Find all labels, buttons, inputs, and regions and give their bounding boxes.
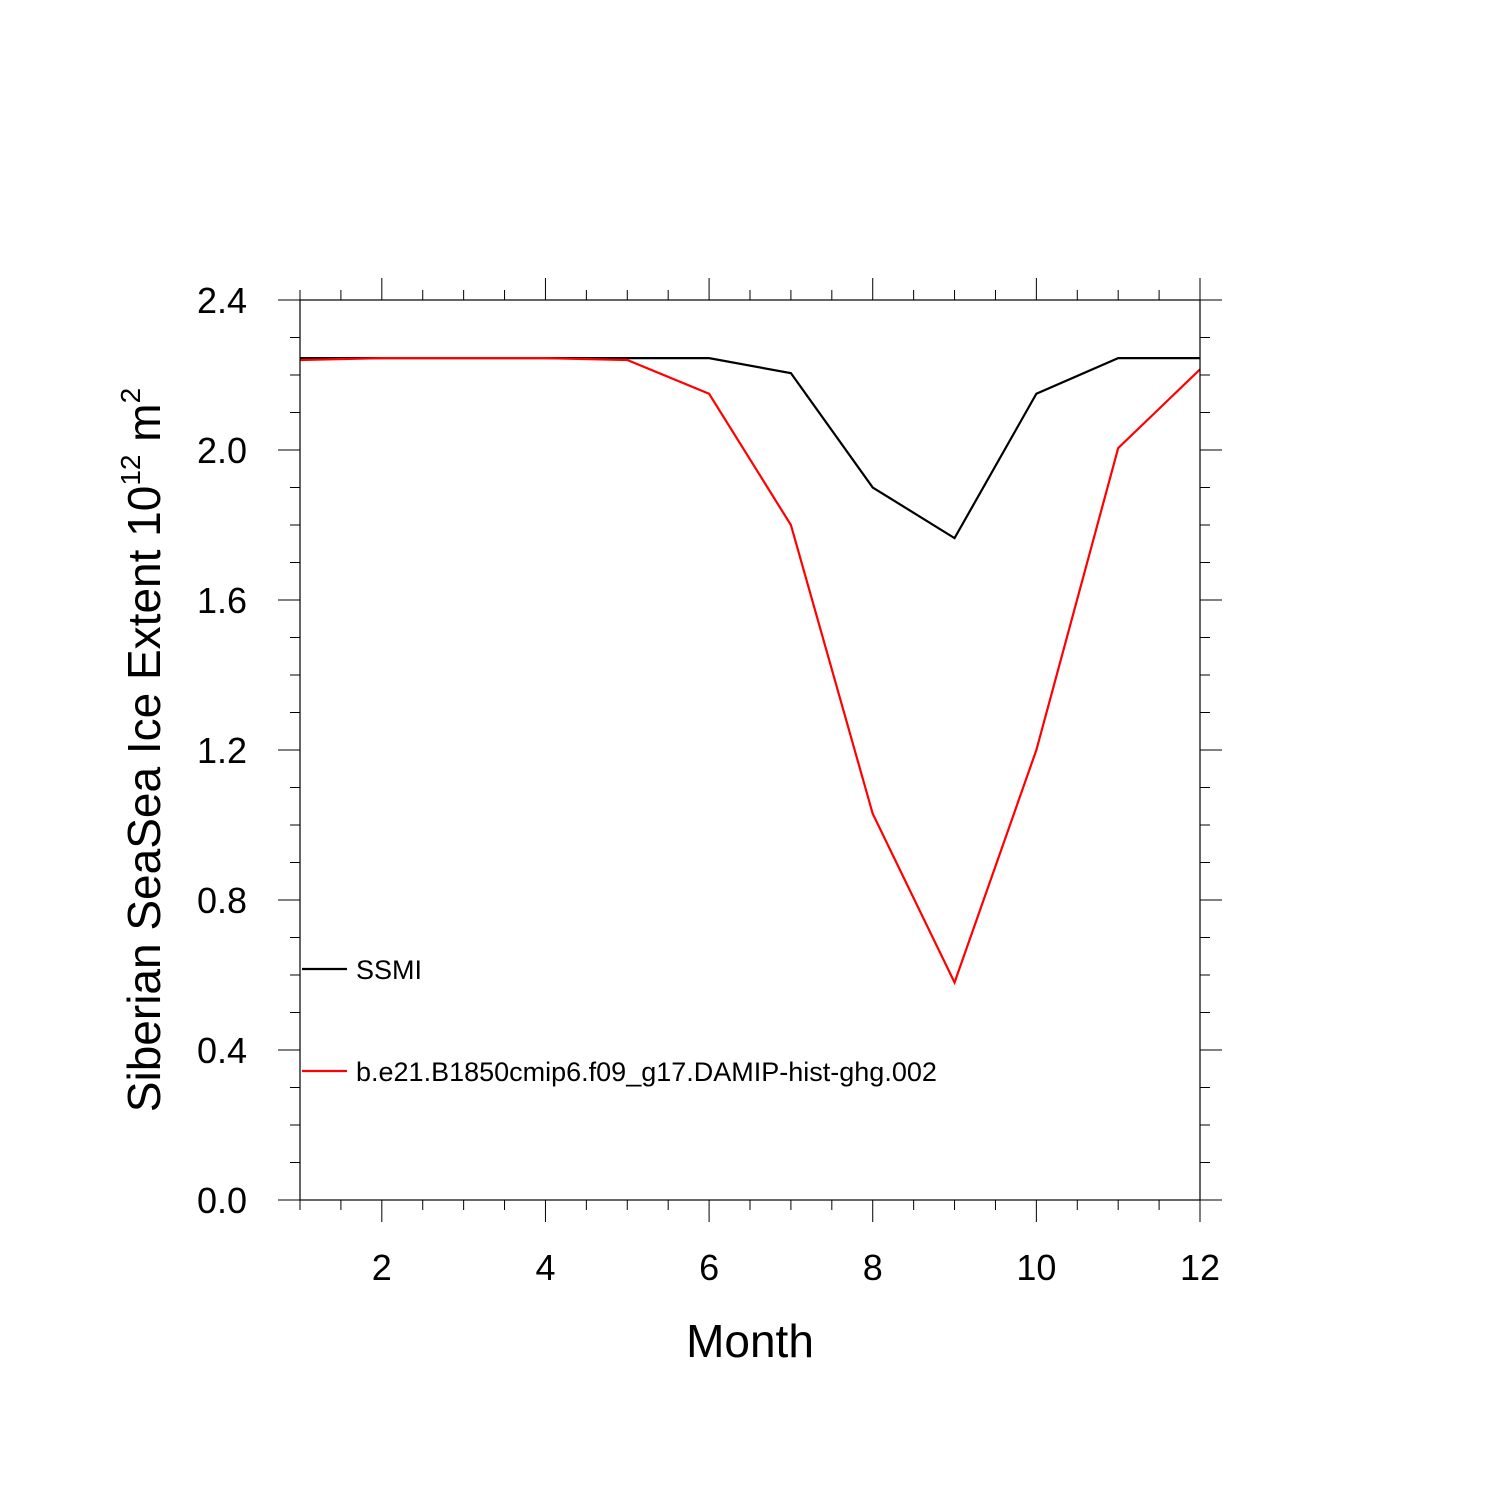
x-tick-label: 12: [1180, 1247, 1220, 1288]
y-tick-label: 2.4: [197, 280, 247, 321]
y-axis-label-main: Siberian SeaSea Ice Extent 10: [118, 486, 170, 1113]
y-tick-label: 0.4: [197, 1030, 247, 1071]
y-axis-label: Siberian SeaSea Ice Extent 1012 m2: [115, 388, 170, 1112]
x-axis-label: Month: [686, 1315, 814, 1367]
legend-label-2: b.e21.B1850cmip6.f09_g17.DAMIP-hist-ghg.…: [356, 1057, 937, 1087]
x-tick-label: 6: [699, 1247, 719, 1288]
y-tick-label: 1.2: [197, 730, 247, 771]
x-tick-label: 8: [863, 1247, 883, 1288]
legend: SSMI b.e21.B1850cmip6.f09_g17.DAMIP-hist-…: [302, 955, 937, 1087]
y-axis-label-unit-exponent: 2: [115, 388, 146, 404]
x-tick-label: 2: [372, 1247, 392, 1288]
axis-ticks: [278, 278, 1222, 1222]
y-tick-label: 2.0: [197, 430, 247, 471]
y-tick-label: 0.8: [197, 880, 247, 921]
y-tick-label: 1.6: [197, 580, 247, 621]
y-axis-label-exponent: 12: [115, 455, 146, 486]
y-tick-label: 0.0: [197, 1180, 247, 1221]
series-lines: [299, 357, 1201, 986]
y-axis-label-unit: m: [118, 403, 170, 454]
series-line-1: [300, 357, 1200, 540]
x-tick-label: 10: [1016, 1247, 1056, 1288]
x-tick-label: 4: [535, 1247, 555, 1288]
series-line-2: [299, 357, 1201, 986]
legend-label-1: SSMI: [356, 955, 422, 985]
tick-labels: 2 4 6 8 10 12 0.0 0.4 0.8 1.2 1.6 2.0 2.4: [197, 280, 1220, 1288]
plot-frame: [299, 299, 1201, 1201]
